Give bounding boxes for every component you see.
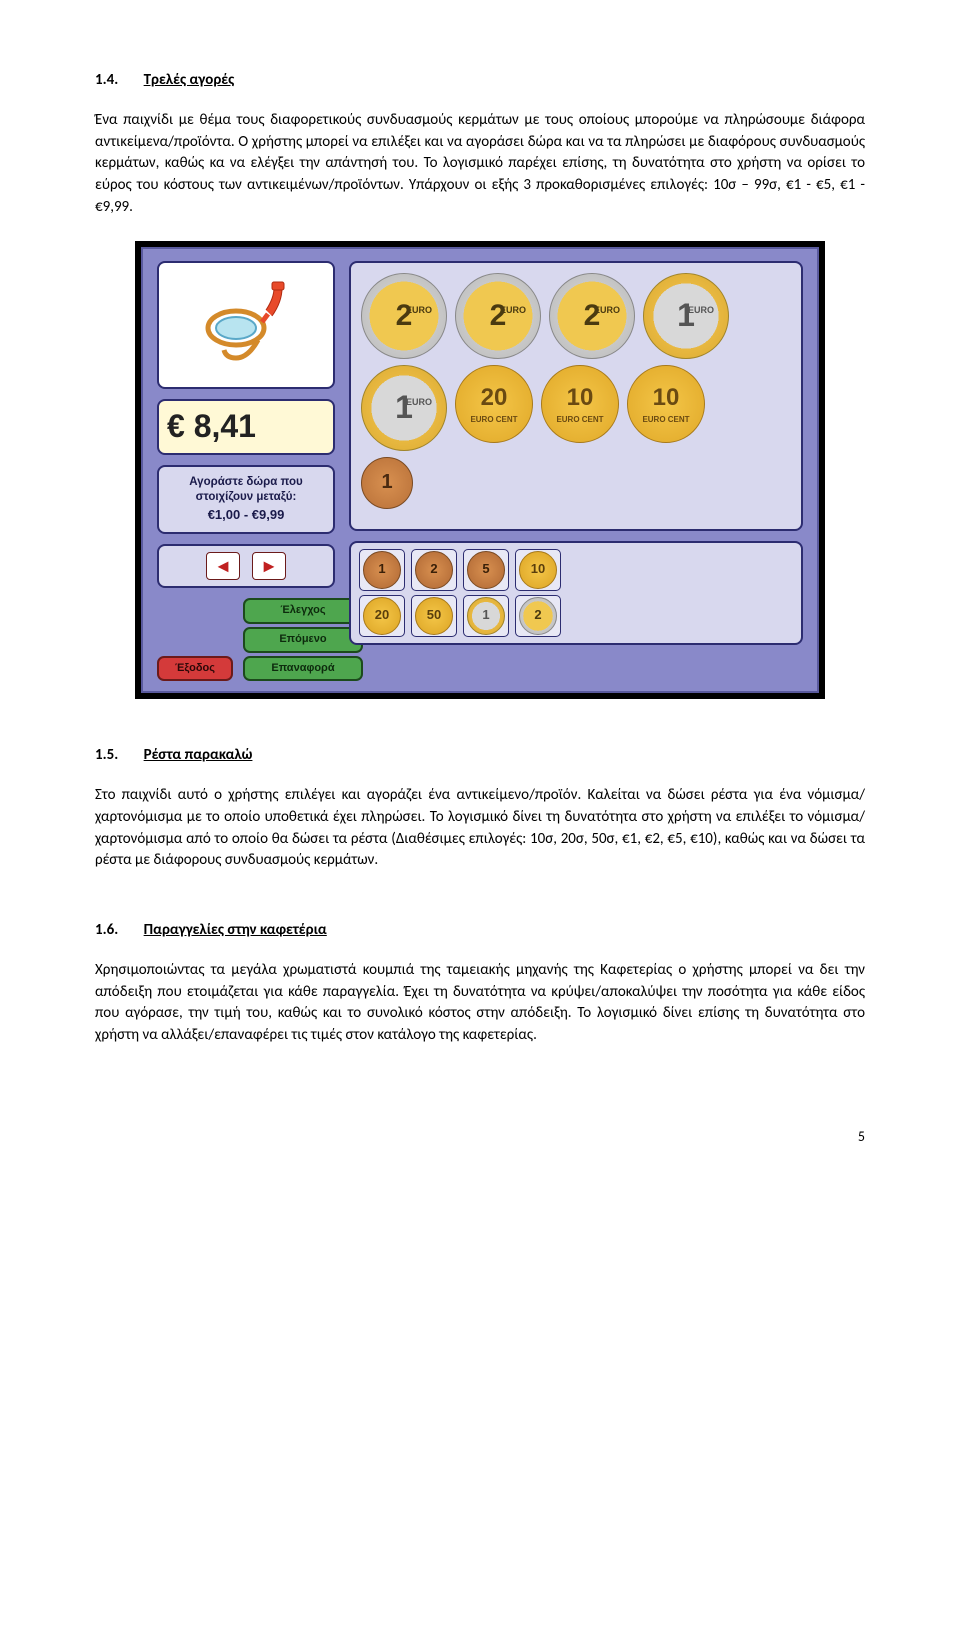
bottom-controls: Έξοδος Έλεγχος Επόμενο Επαναφορά	[157, 598, 335, 682]
nav-card: ◄ ►	[157, 544, 335, 588]
para-1-5: Στο παιχνίδι αυτό ο χρήστης επιλέγει και…	[95, 785, 865, 872]
coin-slot[interactable]: 50	[411, 595, 457, 637]
heading-1-6: 1.6. Παραγγελίες στην καφετέρια	[95, 920, 865, 942]
bank-row: 1 2 5 10	[359, 549, 793, 591]
snorkel-icon	[196, 280, 296, 370]
coin-10cent[interactable]: 10EURO CENT	[541, 365, 619, 443]
bank-row: 20 50 1 2	[359, 595, 793, 637]
exit-button[interactable]: Έξοδος	[157, 656, 233, 682]
reset-button[interactable]: Επαναφορά	[243, 656, 363, 682]
instructions-card: Αγοράστε δώρα που στοιχίζουν μεταξύ: €1,…	[157, 465, 335, 534]
coin-slot[interactable]: 5	[463, 549, 509, 591]
coin-slot[interactable]: 2	[411, 549, 457, 591]
next-button[interactable]: Επόμενο	[243, 627, 363, 653]
coin-1euro[interactable]: 1EURO	[643, 273, 729, 359]
next-arrow-button[interactable]: ►	[252, 552, 286, 580]
action-buttons: Έλεγχος Επόμενο Επαναφορά	[243, 598, 363, 682]
coin-slot[interactable]: 10	[515, 549, 561, 591]
coin-slot[interactable]: 20	[359, 595, 405, 637]
heading-title: Παραγγελίες στην καφετέρια	[144, 921, 327, 939]
coin-10cent[interactable]: 10EURO CENT	[627, 365, 705, 443]
heading-num: 1.5.	[95, 745, 118, 767]
coin-20cent-icon: 20	[363, 597, 401, 635]
coin-2euro-icon: 2	[519, 597, 557, 635]
game-panel: € 8,41 Αγοράστε δώρα που στοιχίζουν μετα…	[141, 247, 819, 694]
coin-2euro[interactable]: 2EURO	[361, 273, 447, 359]
coin-1euro[interactable]: 1EURO	[361, 365, 447, 451]
check-button[interactable]: Έλεγχος	[243, 598, 363, 624]
coin-1cent[interactable]: 1	[361, 457, 413, 509]
coin-slot[interactable]: 1	[463, 595, 509, 637]
instr-line1: Αγοράστε δώρα που	[165, 475, 327, 490]
instr-range: €1,00 - €9,99	[165, 507, 327, 524]
coin-row: 2EURO 2EURO 2EURO 1EURO	[361, 273, 791, 359]
coin-1euro-icon: 1	[467, 597, 505, 635]
para-1-6: Χρησιμοποιώντας τα μεγάλα χρωματιστά κου…	[95, 960, 865, 1047]
right-column: 2EURO 2EURO 2EURO 1EURO 1EURO 20EURO CEN…	[349, 261, 803, 682]
coin-2euro[interactable]: 2EURO	[455, 273, 541, 359]
heading-title: Τρελές αγορές	[144, 71, 235, 89]
coin-slot[interactable]: 1	[359, 549, 405, 591]
coin-row: 1	[361, 457, 791, 509]
game-screenshot: € 8,41 Αγοράστε δώρα που στοιχίζουν μετα…	[135, 241, 825, 700]
para-1-4: Ένα παιχνίδι με θέμα τους διαφορετικούς …	[95, 110, 865, 219]
coin-2cent-icon: 2	[415, 551, 453, 589]
left-column: € 8,41 Αγοράστε δώρα που στοιχίζουν μετα…	[157, 261, 335, 682]
instr-line2: στοιχίζουν μεταξύ:	[165, 490, 327, 505]
prev-button[interactable]: ◄	[206, 552, 240, 580]
selected-coins-area: 2EURO 2EURO 2EURO 1EURO 1EURO 20EURO CEN…	[349, 261, 803, 531]
heading-title: Ρέστα παρακαλώ	[144, 746, 253, 764]
coin-5cent-icon: 5	[467, 551, 505, 589]
coin-1cent-icon: 1	[363, 551, 401, 589]
price-label: € 8,41	[157, 399, 335, 455]
page-number: 5	[95, 1127, 865, 1147]
coin-row: 1EURO 20EURO CENT 10EURO CENT 10EURO CEN…	[361, 365, 791, 451]
heading-num: 1.6.	[95, 920, 118, 942]
product-card	[157, 261, 335, 389]
coin-20cent[interactable]: 20EURO CENT	[455, 365, 533, 443]
heading-num: 1.4.	[95, 70, 118, 92]
coin-10cent-icon: 10	[519, 551, 557, 589]
heading-1-4: 1.4. Τρελές αγορές	[95, 70, 865, 92]
coin-slot[interactable]: 2	[515, 595, 561, 637]
coin-2euro[interactable]: 2EURO	[549, 273, 635, 359]
coin-bank-area: 1 2 5 10 20 50 1 2	[349, 541, 803, 645]
heading-1-5: 1.5. Ρέστα παρακαλώ	[95, 745, 865, 767]
coin-50cent-icon: 50	[415, 597, 453, 635]
